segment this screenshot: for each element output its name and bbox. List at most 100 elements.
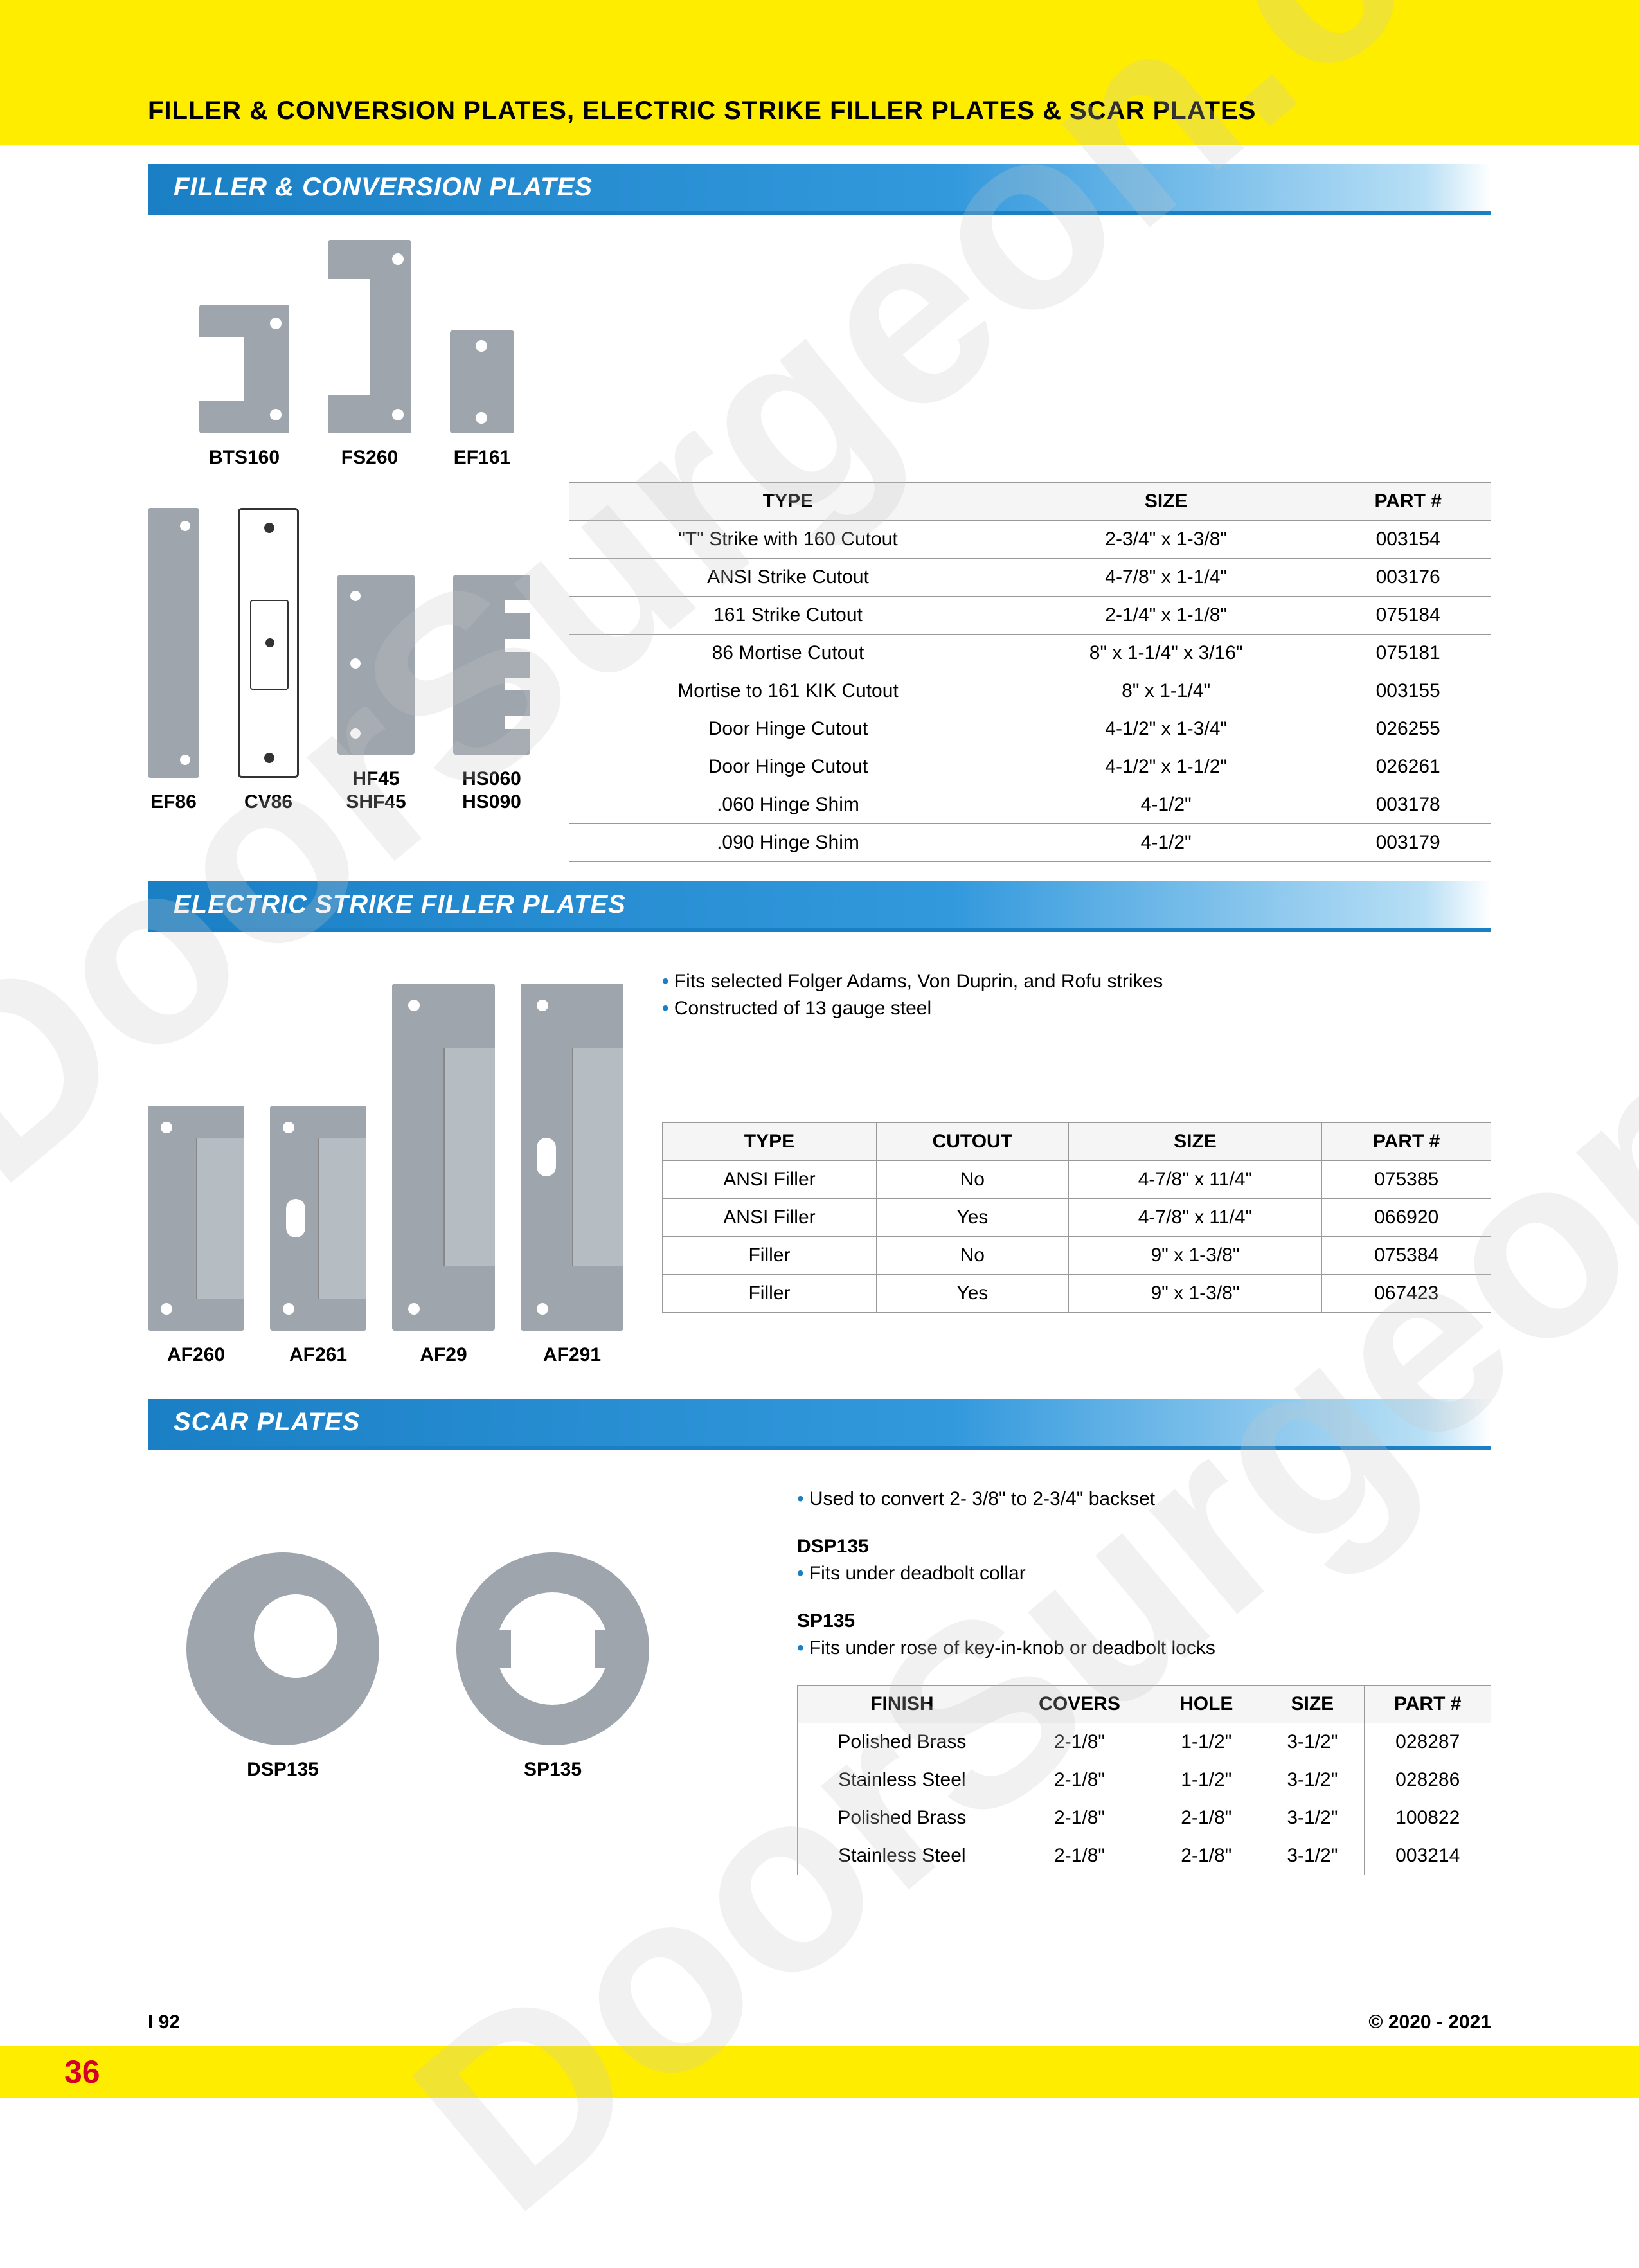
table-cell: 2-1/8" xyxy=(1152,1799,1260,1837)
table-cell: 003179 xyxy=(1325,824,1491,862)
table-cell: 2-1/8" xyxy=(1007,1837,1152,1875)
bullet: Fits under rose of key-in-knob or deadbo… xyxy=(797,1637,1491,1659)
table-cell: Polished Brass xyxy=(798,1724,1007,1761)
table-row: "T" Strike with 160 Cutout2-3/4" x 1-3/8… xyxy=(569,521,1491,559)
table-cell: 86 Mortise Cutout xyxy=(569,634,1007,672)
table-cell: 028286 xyxy=(1365,1761,1491,1799)
table-row: Polished Brass2-1/8"2-1/8"3-1/2"100822 xyxy=(798,1799,1491,1837)
table-cell: 066920 xyxy=(1322,1199,1491,1237)
table-row: Polished Brass2-1/8"1-1/2"3-1/2"028287 xyxy=(798,1724,1491,1761)
table-cell: ANSI Filler xyxy=(663,1199,877,1237)
table-cell: No xyxy=(876,1161,1068,1199)
footer: I 92 © 2020 - 2021 36 xyxy=(0,1999,1639,2098)
product-label: EF161 xyxy=(454,446,510,469)
table-cell: 1-1/2" xyxy=(1152,1761,1260,1799)
sub-label: SP135 xyxy=(797,1610,1491,1632)
table-cell: No xyxy=(876,1237,1068,1275)
table-cell: 075181 xyxy=(1325,634,1491,672)
table-row: ANSI FillerNo4-7/8" x 11/4"075385 xyxy=(663,1161,1491,1199)
table-cell: 8" x 1-1/4" x 3/16" xyxy=(1007,634,1325,672)
product-af29: AF29 xyxy=(392,984,495,1367)
bullet: Used to convert 2- 3/8" to 2-3/4" backse… xyxy=(797,1488,1491,1510)
table-cell: 003214 xyxy=(1365,1837,1491,1875)
table-cell: Door Hinge Cutout xyxy=(569,748,1007,786)
table-cell: 100822 xyxy=(1365,1799,1491,1837)
table-cell: Filler xyxy=(663,1275,877,1313)
table-row: 161 Strike Cutout2-1/4" x 1-1/8"075184 xyxy=(569,597,1491,634)
product-label: AF260 xyxy=(167,1344,225,1367)
sub-label: DSP135 xyxy=(797,1536,1491,1558)
table-cell: 2-1/8" xyxy=(1007,1724,1152,1761)
table-cell: 2-1/8" xyxy=(1007,1761,1152,1799)
section-underline xyxy=(148,1446,1491,1450)
page-number: 36 xyxy=(64,2053,100,2091)
product-af261: AF261 xyxy=(270,1106,366,1367)
table-header: TYPE xyxy=(663,1123,877,1161)
table-cell: 9" x 1-3/8" xyxy=(1068,1275,1322,1313)
product-cv86: CV86 xyxy=(238,508,299,814)
product-bts160: BTS160 xyxy=(199,305,289,469)
bullet: Fits selected Folger Adams, Von Duprin, … xyxy=(662,971,1491,993)
product-af260: AF260 xyxy=(148,1106,244,1367)
table-row: Door Hinge Cutout4-1/2" x 1-3/4"026255 xyxy=(569,710,1491,748)
product-ef86: EF86 xyxy=(148,508,199,814)
product-hs060: HS060 HS090 xyxy=(453,575,530,814)
product-dsp135: DSP135 xyxy=(186,1553,379,1781)
product-label: CV86 xyxy=(244,791,292,814)
product-ef161: EF161 xyxy=(450,330,514,469)
table-header: SIZE xyxy=(1068,1123,1322,1161)
table-cell: 026261 xyxy=(1325,748,1491,786)
product-label: EF86 xyxy=(150,791,197,814)
table-cell: Yes xyxy=(876,1199,1068,1237)
product-row: BTS160 FS260 EF161 xyxy=(199,240,1491,469)
table-cell: 2-1/8" xyxy=(1007,1799,1152,1837)
table-cell: 026255 xyxy=(1325,710,1491,748)
table-cell: 028287 xyxy=(1365,1724,1491,1761)
product-label: BTS160 xyxy=(209,446,280,469)
table-cell: ANSI Strike Cutout xyxy=(569,559,1007,597)
table-cell: 4-1/2" x 1-3/4" xyxy=(1007,710,1325,748)
table-header: PART # xyxy=(1325,483,1491,521)
table-cell: 4-1/2" xyxy=(1007,824,1325,862)
table-cell: 075184 xyxy=(1325,597,1491,634)
section-header-filler: FILLER & CONVERSION PLATES xyxy=(148,164,1491,211)
table-header: PART # xyxy=(1365,1686,1491,1724)
table-row: ANSI FillerYes4-7/8" x 11/4"066920 xyxy=(663,1199,1491,1237)
catalog-page: DoorSurgeon.com DoorSurgeon.com FILLER &… xyxy=(0,0,1639,2098)
table-cell: 2-3/4" x 1-3/8" xyxy=(1007,521,1325,559)
bullet: Fits under deadbolt collar xyxy=(797,1563,1491,1585)
bullet-list: Fits selected Folger Adams, Von Duprin, … xyxy=(662,971,1491,1020)
bullet-list: Fits under rose of key-in-knob or deadbo… xyxy=(797,1637,1491,1659)
section-underline xyxy=(148,211,1491,215)
table-cell: 2-1/4" x 1-1/8" xyxy=(1007,597,1325,634)
table-header: FINISH xyxy=(798,1686,1007,1724)
table-cell: 4-1/2" x 1-1/2" xyxy=(1007,748,1325,786)
table-cell: 161 Strike Cutout xyxy=(569,597,1007,634)
table-row: 86 Mortise Cutout8" x 1-1/4" x 3/16"0751… xyxy=(569,634,1491,672)
section-header-scar: SCAR PLATES xyxy=(148,1399,1491,1446)
product-label: HF45 SHF45 xyxy=(346,768,406,814)
table-cell: 003155 xyxy=(1325,672,1491,710)
product-label: HS060 HS090 xyxy=(462,768,521,814)
product-sp135: SP135 xyxy=(456,1553,649,1781)
table-cell: 003176 xyxy=(1325,559,1491,597)
table-cell: 067423 xyxy=(1322,1275,1491,1313)
table-cell: .090 Hinge Shim xyxy=(569,824,1007,862)
table-cell: 3-1/2" xyxy=(1260,1799,1365,1837)
table-header: PART # xyxy=(1322,1123,1491,1161)
table-cell: 4-7/8" x 11/4" xyxy=(1068,1199,1322,1237)
table-cell: 4-1/2" xyxy=(1007,786,1325,824)
table-cell: 8" x 1-1/4" xyxy=(1007,672,1325,710)
section-header-electric: ELECTRIC STRIKE FILLER PLATES xyxy=(148,881,1491,928)
section-underline xyxy=(148,928,1491,932)
table-row: .060 Hinge Shim4-1/2"003178 xyxy=(569,786,1491,824)
top-yellow-bar xyxy=(0,0,1639,77)
table-cell: 9" x 1-3/8" xyxy=(1068,1237,1322,1275)
title-bar: FILLER & CONVERSION PLATES, ELECTRIC STR… xyxy=(0,77,1639,145)
table-cell: Stainless Steel xyxy=(798,1837,1007,1875)
product-label: AF291 xyxy=(543,1344,601,1367)
table-cell: ANSI Filler xyxy=(663,1161,877,1199)
table-header: SIZE xyxy=(1007,483,1325,521)
table-cell: "T" Strike with 160 Cutout xyxy=(569,521,1007,559)
bullet-list: Fits under deadbolt collar xyxy=(797,1563,1491,1585)
